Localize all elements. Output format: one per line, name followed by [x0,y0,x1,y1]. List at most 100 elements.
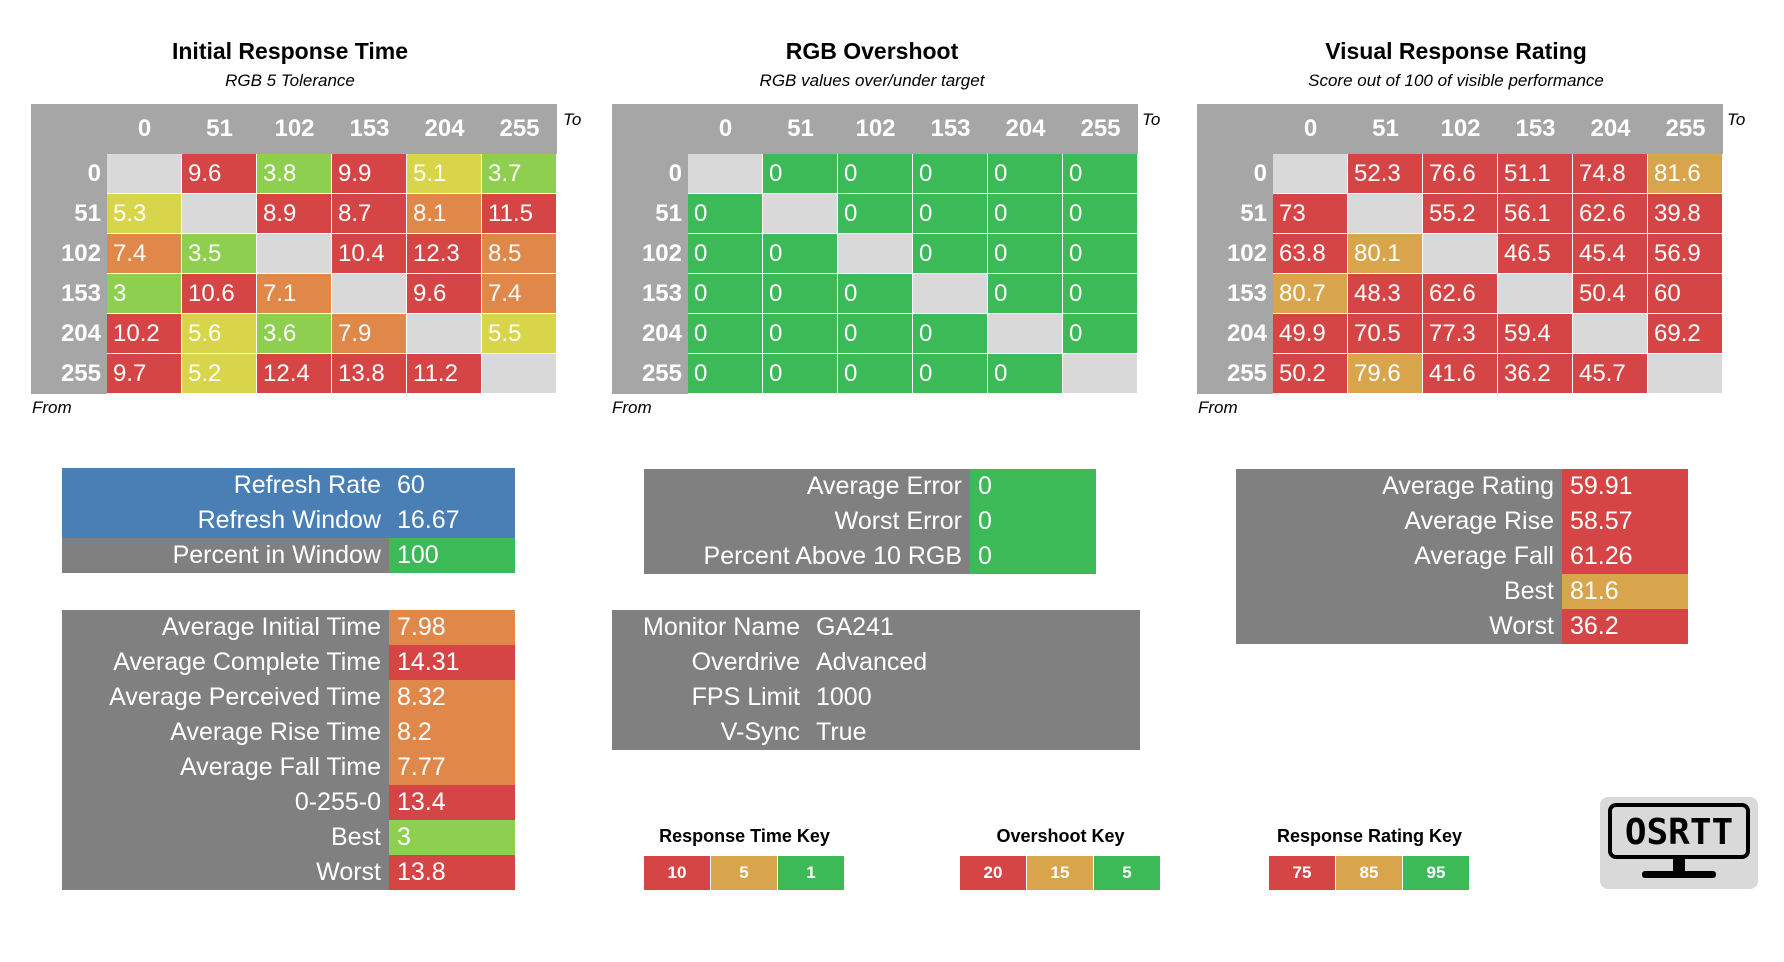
grid-cell: 0 [763,154,838,194]
grid-cell [1423,234,1498,274]
grid-cell: 5.6 [182,314,257,354]
stat-row: Average Perceived Time 8.32 [62,680,515,715]
stat-row: Refresh Rate 60 [62,468,515,503]
stat-row: Monitor Name GA241 [612,610,1140,645]
grid-cell: 11.5 [482,194,557,234]
grid-cell: 62.6 [1423,274,1498,314]
grid-cell: 0 [763,354,838,394]
stat-value: 60 [389,468,515,503]
grid-cell: 5.1 [407,154,482,194]
grid-cell [988,314,1063,354]
grid-cell: 9.9 [332,154,407,194]
grid-corner [612,104,688,154]
key-swatch: 15 [1027,856,1094,890]
grid-cell: 10.2 [107,314,182,354]
stat-label: Average Initial Time [62,610,389,645]
grid-cell: 0 [763,314,838,354]
key-swatch: 5 [1094,856,1161,890]
grid-cell [913,274,988,314]
stat-label: Best [62,820,389,855]
grid-cell [1273,154,1348,194]
stat-value: 8.32 [389,680,515,715]
monitor-info-box: Monitor Name GA241 Overdrive Advanced FPS Li… [612,610,1140,750]
stat-value: 0 [970,539,1096,574]
grid-cell [688,154,763,194]
stat-value: Advanced [808,645,1140,680]
column-header: 255 [482,104,557,154]
grid-cell: 0 [913,314,988,354]
stat-row: Average Initial Time 7.98 [62,610,515,645]
stat-row: Percent in Window 100 [62,538,515,573]
panel-title-rgb-overshoot: RGB Overshoot [785,38,959,64]
column-header: 51 [182,104,257,154]
stat-value: 13.4 [389,785,515,820]
grid-cell: 0 [913,194,988,234]
rating-stats-box: Average Rating 59.91 Average Rise 58.57 Aver… [1236,469,1688,644]
stat-label: Refresh Window [62,503,389,538]
stat-value: 16.67 [389,503,515,538]
key-title: Response Rating Key [1276,826,1463,846]
grid-cell: 79.6 [1348,354,1423,394]
grid-cell: 12.4 [257,354,332,394]
stat-value: True [808,715,1140,750]
stat-row: Average Fall 61.26 [1236,539,1688,574]
grid-cell: 10.6 [182,274,257,314]
column-header: 0 [688,104,763,154]
column-header: 255 [1063,104,1138,154]
stat-label: Worst [1236,609,1562,644]
grid-cell: 36.2 [1498,354,1573,394]
grid-corner [1197,104,1273,154]
grid-cell: 0 [1063,234,1138,274]
to-label: To [1727,110,1746,129]
stat-row: Refresh Window 16.67 [62,503,515,538]
column-header: 102 [1423,104,1498,154]
row-header: 153 [612,274,688,314]
grid-cell: 81.6 [1648,154,1723,194]
grid-corner [31,104,107,154]
grid-cell: 0 [838,314,913,354]
grid-cell: 0 [838,194,913,234]
column-header: 51 [763,104,838,154]
grid-cell: 9.7 [107,354,182,394]
grid-cell [1063,354,1138,394]
grid-cell [1648,354,1723,394]
stat-value: GA241 [808,610,1140,645]
grid-cell: 0 [913,234,988,274]
to-label: To [563,110,582,129]
grid-cell: 9.6 [407,274,482,314]
grid-cell: 8.1 [407,194,482,234]
response-time-key: Response Time Key 10 5 1 [644,826,845,906]
column-header: 0 [107,104,182,154]
row-header: 102 [1197,234,1273,274]
key-swatch: 5 [711,856,778,890]
grid-cell: 7.1 [257,274,332,314]
stat-value: 1000 [808,680,1140,715]
grid-cell: 59.4 [1498,314,1573,354]
grid-cell: 0 [763,234,838,274]
grid-cell: 8.5 [482,234,557,274]
grid-cell: 8.9 [257,194,332,234]
stat-label: Worst Error [644,504,970,539]
grid-cell: 11.2 [407,354,482,394]
grid-cell: 0 [763,274,838,314]
grid-cell: 48.3 [1348,274,1423,314]
panel-subtitle-initial-response: RGB 5 Tolerance [225,71,355,90]
key-swatch: 75 [1269,856,1336,890]
grid-cell: 0 [913,354,988,394]
row-header: 0 [612,154,688,194]
column-header: 51 [1348,104,1423,154]
grid-cell: 13.8 [332,354,407,394]
initial-response-grid: 0 51 102 153 204 255 0 9.6 3.8 9.9 5.1 3.7 51 5.3 8.9 8… [31,104,557,394]
grid-cell [332,274,407,314]
grid-cell: 62.6 [1573,194,1648,234]
grid-cell: 73 [1273,194,1348,234]
stat-label: Average Complete Time [62,645,389,680]
stat-value: 7.98 [389,610,515,645]
grid-cell [182,194,257,234]
stat-value: 36.2 [1562,609,1688,644]
grid-cell: 7.4 [107,234,182,274]
stat-label: Monitor Name [612,610,808,645]
grid-cell: 5.5 [482,314,557,354]
column-header: 204 [1573,104,1648,154]
grid-cell: 9.6 [182,154,257,194]
